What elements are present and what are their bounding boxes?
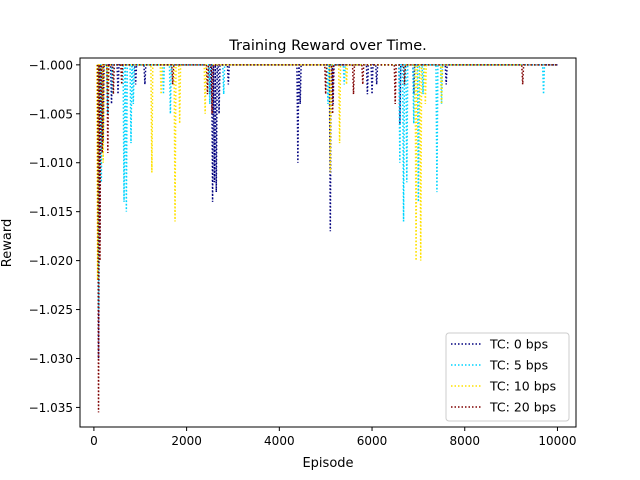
legend: TC: 0 bps TC: 5 bps TC: 10 bps TC: 20 bps — [445, 332, 570, 422]
y-tick-label: −1.000 — [29, 58, 73, 72]
y-tick-label: −1.010 — [29, 156, 73, 170]
y-tick-label: −1.020 — [29, 254, 73, 268]
x-tick-label: 8000 — [449, 434, 480, 448]
legend-label: TC: 10 bps — [489, 379, 556, 394]
y-tick-label: −1.035 — [29, 401, 73, 415]
legend-label: TC: 20 bps — [489, 400, 556, 415]
x-tick-label: 2000 — [171, 434, 202, 448]
y-axis: −1.035 −1.030 −1.025 −1.020 −1.015 −1.010 −1.0… — [29, 58, 80, 415]
y-tick-label: −1.005 — [29, 107, 73, 121]
y-tick-label: −1.015 — [29, 205, 73, 219]
y-tick-label: −1.025 — [29, 303, 73, 317]
x-tick-label: 4000 — [264, 434, 295, 448]
plot-frame — [79, 57, 577, 428]
x-tick-label: 10000 — [538, 434, 576, 448]
y-tick-label: −1.030 — [29, 352, 73, 366]
x-tick-label: 0 — [90, 434, 98, 448]
series-layer — [95, 64, 558, 413]
chart-title: Training Reward over Time. — [228, 38, 426, 54]
legend-items: TC: 0 bps TC: 5 bps TC: 10 bps TC: 20 bps — [451, 337, 556, 415]
legend-label: TC: 0 bps — [489, 337, 548, 352]
legend-box — [445, 332, 570, 422]
legend-label: TC: 5 bps — [489, 358, 548, 373]
x-axis: 0 2000 4000 6000 8000 10000 — [90, 427, 577, 448]
y-axis-label: Reward — [0, 219, 15, 267]
x-axis-label: Episode — [302, 456, 353, 471]
x-tick-label: 6000 — [357, 434, 388, 448]
